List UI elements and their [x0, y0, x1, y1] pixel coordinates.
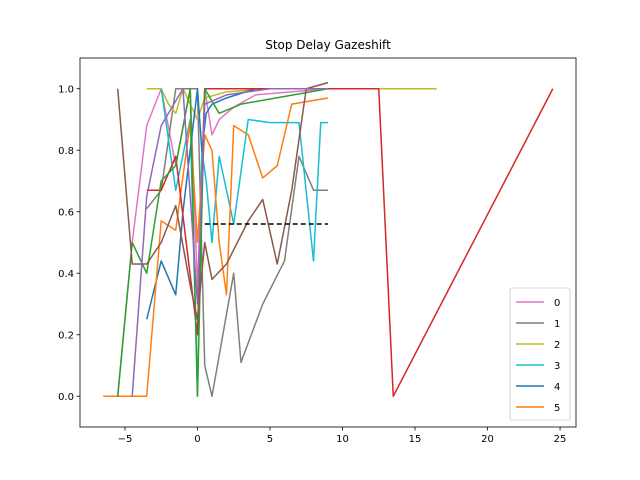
series-line-unlabeled-6 — [146, 88, 554, 397]
legend-label: 3 — [554, 361, 560, 372]
legend-label: 4 — [554, 382, 560, 393]
x-axis: −5 0 5 10 15 20 25 — [118, 427, 567, 445]
x-tick-label: 0 — [194, 434, 200, 445]
x-tick-label: −5 — [118, 434, 133, 445]
chart-title: Stop Delay Gazeshift — [265, 38, 391, 52]
y-tick-label: 0.8 — [58, 146, 74, 157]
series-line-4 — [145, 88, 328, 320]
series-line-5 — [103, 97, 329, 397]
series-layer — [103, 81, 554, 397]
legend-label: 2 — [554, 340, 560, 351]
y-tick-label: 0.0 — [58, 392, 74, 403]
legend-box — [509, 287, 571, 421]
series-line-unlabeled-9 — [131, 88, 328, 397]
y-tick-label: 0.4 — [58, 269, 74, 280]
series-line-unlabeled-8 — [116, 81, 329, 321]
y-tick-label: 0.2 — [58, 330, 74, 341]
y-tick-label: 1.0 — [58, 84, 74, 95]
legend: 0 1 2 3 4 5 — [509, 287, 571, 421]
legend-label: 0 — [554, 298, 560, 309]
plot-frame — [79, 57, 577, 428]
y-axis: 0.0 0.2 0.4 0.6 0.8 1.0 — [58, 84, 80, 403]
x-tick-label: 5 — [267, 434, 273, 445]
x-tick-label: 10 — [336, 434, 349, 445]
y-tick-label: 0.6 — [58, 207, 74, 218]
x-tick-label: 25 — [554, 434, 567, 445]
legend-label: 5 — [554, 403, 560, 414]
x-tick-label: 15 — [409, 434, 422, 445]
series-line-0 — [116, 88, 329, 397]
legend-label: 1 — [554, 319, 560, 330]
x-tick-label: 20 — [481, 434, 494, 445]
series-line-1 — [146, 88, 328, 397]
series-line-unlabeled-7 — [116, 88, 329, 397]
